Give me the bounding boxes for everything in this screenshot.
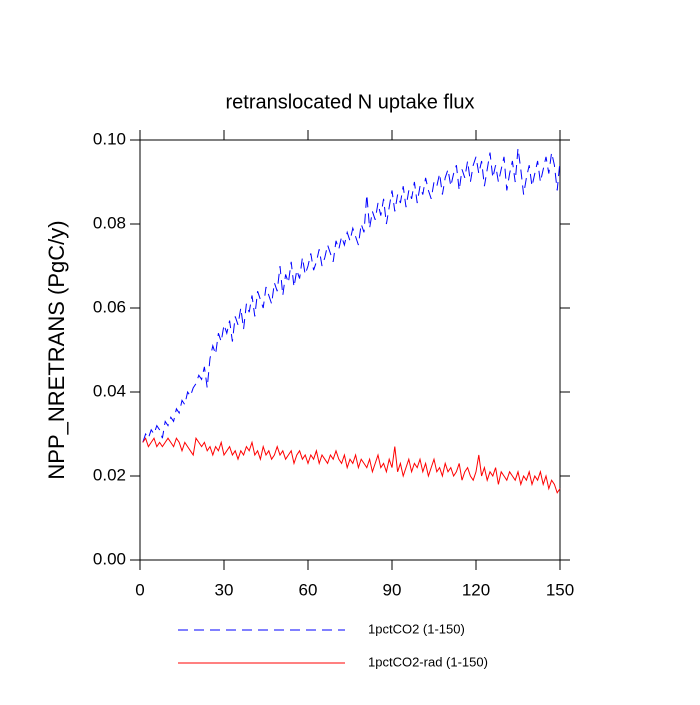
legend-label: 1pctCO2-rad (1-150): [368, 654, 488, 669]
x-tick-label: 90: [383, 580, 402, 599]
chart-title: retranslocated N uptake flux: [225, 91, 474, 113]
x-tick-label: 120: [462, 580, 490, 599]
series-line: [142, 436, 561, 494]
y-tick-label: 0.06: [93, 297, 126, 316]
x-tick-label: 30: [215, 580, 234, 599]
y-tick-label: 0.00: [93, 549, 126, 568]
x-tick-label: 150: [546, 580, 574, 599]
legend-label: 1pctCO2 (1-150): [368, 621, 465, 636]
series-line: [142, 148, 561, 443]
y-tick-label: 0.08: [93, 213, 126, 232]
y-axis-label: NPP_NRETRANS (PgC/y): [44, 220, 69, 479]
y-tick-label: 0.04: [93, 381, 126, 400]
y-tick-label: 0.02: [93, 465, 126, 484]
x-tick-label: 60: [299, 580, 318, 599]
y-tick-label: 0.10: [93, 129, 126, 148]
x-tick-label: 0: [135, 580, 144, 599]
plot-frame: [139, 139, 561, 561]
